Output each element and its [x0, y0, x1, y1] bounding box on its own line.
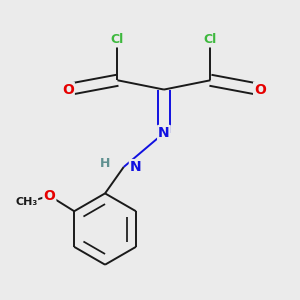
Text: H: H — [100, 158, 110, 170]
Text: O: O — [62, 82, 74, 97]
Text: N: N — [130, 160, 142, 174]
Text: O: O — [44, 189, 55, 203]
Text: Cl: Cl — [204, 34, 217, 46]
Text: N: N — [158, 126, 170, 140]
Text: Cl: Cl — [111, 34, 124, 46]
Text: CH₃: CH₃ — [15, 197, 37, 207]
Text: O: O — [254, 82, 266, 97]
